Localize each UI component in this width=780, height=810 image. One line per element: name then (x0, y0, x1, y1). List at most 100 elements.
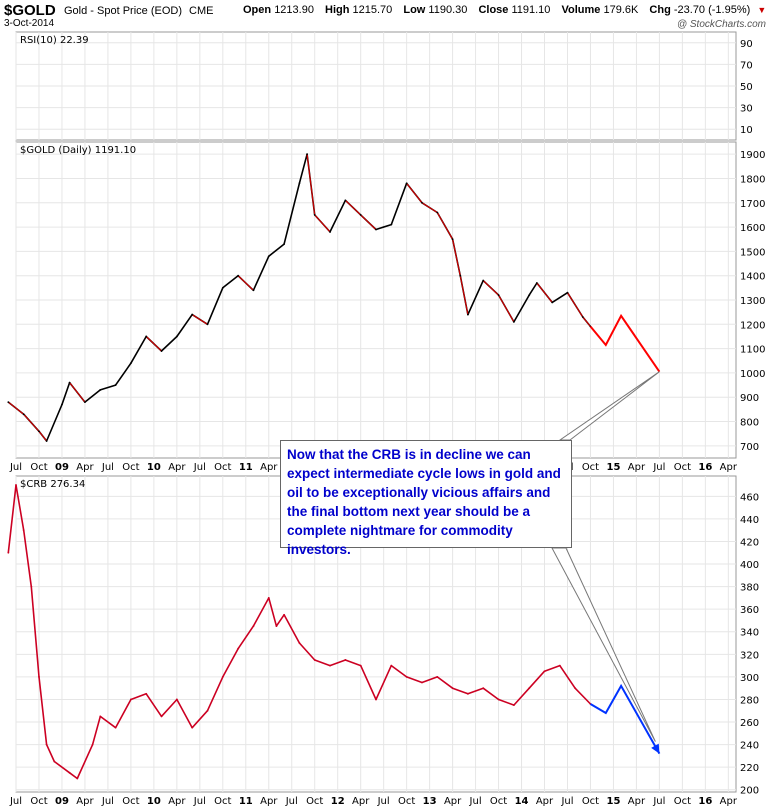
rsi-ytick-label: 90 (740, 39, 753, 50)
crb-data-point (528, 687, 531, 690)
ohlc-readout: Open 1213.90 High 1215.70 Low 1190.30 Cl… (243, 4, 774, 16)
gold-projection-line (589, 313, 661, 373)
crb-data-point (405, 675, 408, 678)
crb-ytick-label: 460 (740, 492, 759, 503)
crb-data-point (7, 551, 10, 554)
gold-xtick-label: Apr (76, 462, 94, 473)
gold-data-point (497, 294, 500, 297)
gold-xtick-label: Jul (193, 462, 206, 473)
crb-xtick-label: Apr (444, 796, 462, 807)
annotation-callout: Now that the CRB is in decline we can ex… (280, 440, 572, 557)
gold-data-point (283, 243, 285, 245)
rsi-label: RSI(10) 22.39 (20, 35, 89, 46)
chart-header: $GOLD Gold - Spot Price (EOD) CME 3-Oct-… (0, 0, 780, 30)
gold-data-point (329, 231, 331, 233)
gold-ytick-label: 1900 (740, 150, 765, 161)
crb-series-line (7, 484, 592, 780)
crb-data-point (68, 771, 71, 774)
volume-value: 179.6K (603, 4, 639, 16)
gold-data-point (344, 199, 347, 202)
gold-data-point (160, 350, 163, 352)
crb-data-point (558, 664, 561, 667)
gold-xtick-label: Oct (122, 462, 139, 473)
crb-xtick-label: Jul (377, 796, 390, 807)
gold-ytick-label: 1400 (740, 272, 765, 283)
crb-xtick-label: 14 (515, 796, 529, 807)
crb-data-point (482, 687, 485, 690)
crb-ytick-label: 400 (740, 560, 759, 571)
crb-data-point (53, 760, 56, 763)
crb-data-point (175, 698, 178, 701)
gold-xtick-label: Jul (652, 462, 665, 473)
close-value: 1191.10 (511, 4, 551, 16)
crb-label: $CRB 276.34 (20, 479, 85, 490)
gold-down-segment (421, 202, 438, 213)
gold-data-point (129, 362, 132, 365)
crb-xtick-label: 16 (698, 796, 712, 807)
gold-ytick-label: 1000 (740, 369, 765, 380)
gold-ytick-label: 1300 (740, 296, 765, 307)
crb-data-point (206, 709, 209, 712)
gold-data-point (252, 289, 255, 292)
gold-data-point (206, 323, 209, 326)
gold-down-segment (566, 292, 584, 318)
gold-label: $GOLD (Daily) 1191.10 (20, 145, 136, 156)
crb-data-point (313, 659, 316, 661)
crb-data-point (145, 692, 148, 695)
crb-data-point (497, 698, 500, 701)
rsi-ytick-label: 50 (740, 82, 753, 93)
crb-xtick-label: Oct (30, 796, 47, 807)
crb-data-point (436, 675, 439, 678)
crb-xtick-label: Jul (193, 796, 206, 807)
gold-data-point (359, 214, 362, 216)
gold-down-segment (436, 212, 454, 240)
crb-xtick-label: Jul (9, 796, 22, 807)
crb-data-point (191, 726, 194, 729)
gold-data-point (99, 389, 102, 391)
crb-data-point (467, 692, 469, 695)
gold-xtick-label: Jul (101, 462, 114, 473)
crb-data-point (283, 613, 285, 616)
crb-xtick-label: Oct (398, 796, 415, 807)
chg-value: -23.70 (-1.95%) (673, 4, 751, 16)
gold-data-point (38, 430, 40, 433)
gold-down-segment (306, 154, 316, 215)
crb-data-point (451, 687, 454, 690)
crb-xtick-label: 12 (331, 796, 345, 807)
crb-ytick-label: 360 (740, 605, 759, 616)
crb-projection-line (589, 683, 661, 755)
gold-down-segment (38, 430, 48, 442)
gold-xtick-label: 09 (55, 462, 69, 473)
crb-ytick-label: 440 (740, 515, 759, 526)
high-label: High (325, 4, 350, 16)
gold-data-point (528, 294, 531, 297)
gold-down-segment (498, 294, 515, 323)
gold-ytick-label: 1200 (740, 320, 765, 331)
symbol-description: Gold - Spot Price (EOD) CME (64, 5, 214, 17)
gold-data-point (459, 274, 462, 277)
description-text: Gold - Spot Price (EOD) (64, 5, 182, 17)
rsi-ytick-label: 70 (740, 60, 753, 71)
volume-label: Volume (561, 4, 601, 16)
open-label: Open (243, 4, 272, 16)
gold-ytick-label: 800 (740, 418, 759, 429)
gold-xtick-label: Oct (214, 462, 231, 473)
gold-data-point (45, 440, 48, 442)
gold-down-segment (191, 314, 208, 325)
crb-xtick-label: Apr (628, 796, 646, 807)
gold-ytick-label: 1500 (740, 247, 765, 258)
crb-data-point (76, 777, 79, 780)
crb-xtick-label: Oct (214, 796, 231, 807)
gold-down-segment (314, 214, 331, 233)
crb-xtick-label: Oct (122, 796, 139, 807)
gold-data-point (390, 223, 393, 226)
crb-xtick-label: Oct (490, 796, 507, 807)
crb-ytick-label: 240 (740, 741, 759, 752)
crb-data-point (38, 675, 40, 678)
gold-xtick-label: Oct (674, 462, 691, 473)
callout-pointer-crb (551, 547, 656, 742)
gold-xtick-label: Oct (30, 462, 47, 473)
rsi-ytick-label: 30 (740, 104, 753, 115)
gold-xtick-label: 15 (606, 462, 620, 473)
